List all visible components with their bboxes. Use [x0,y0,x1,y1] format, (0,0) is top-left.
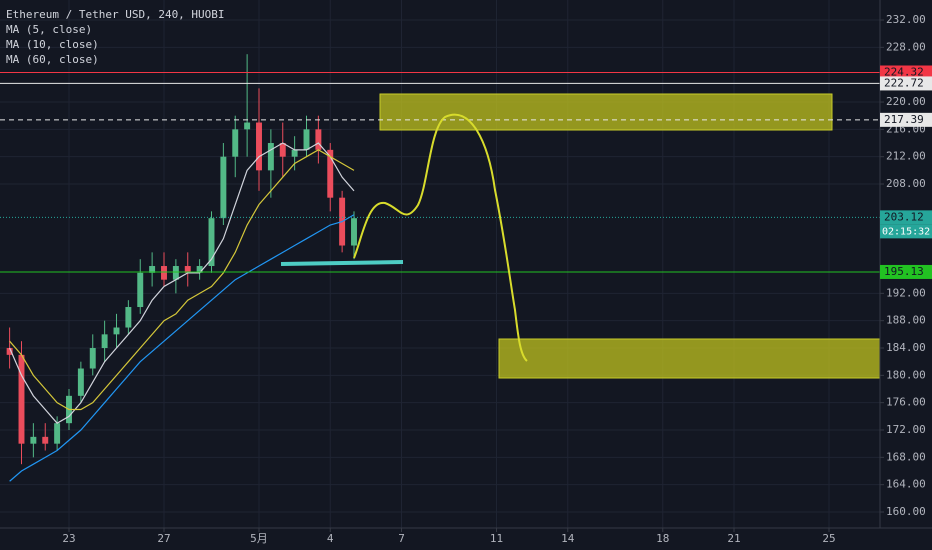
y-tick-label: 228.00 [886,40,926,53]
candle-body [161,266,167,280]
candle-body [30,436,37,444]
ma-line [9,214,355,482]
candle-body [196,266,203,273]
price-tag [880,76,932,91]
candle-body [125,307,132,328]
ma-line [9,149,355,411]
candle-body [6,348,13,355]
countdown-tag [880,224,932,239]
y-tick-label: 188.00 [886,314,926,327]
candle-body [232,129,239,157]
candle-body [54,423,61,444]
candle-body [18,354,25,444]
candle-body [256,122,262,171]
candle-body [184,266,191,273]
candle-body [327,149,334,198]
legend-entry: MA (60, close) [6,53,99,66]
target-zone [379,93,833,131]
y-tick-label: 160.00 [886,505,926,518]
price-tag-label: 203.12 [884,210,924,223]
y-tick-label: 172.00 [886,423,926,436]
candle-body [77,368,84,396]
y-tick-label: 208.00 [886,177,926,190]
y-tick-label: 184.00 [886,341,926,354]
x-tick-label: 7 [398,532,405,545]
candle-body [279,143,286,157]
candle-body [303,129,310,150]
legend-entry: MA (10, close) [6,38,99,51]
candle-body [244,122,251,130]
y-tick-label: 232.00 [886,13,926,26]
target-zone [498,338,881,379]
price-tag-label: 224.32 [884,66,924,79]
x-tick-label: 4 [327,532,334,545]
price-tag [880,210,932,225]
price-tag [880,65,932,80]
x-tick-label: 21 [727,532,740,545]
y-tick-label: 212.00 [886,150,926,163]
candle-body [220,156,227,219]
x-tick-label: 25 [822,532,835,545]
candle-body [351,218,357,246]
y-tick-label: 192.00 [886,286,926,299]
y-tick-label: 220.00 [886,95,926,108]
chart-title: Ethereum / Tether USD, 240, HUOBI [6,8,225,21]
x-tick-label: 14 [561,532,575,545]
axis: 160.00 164.00 168.00 172.00 176.00 180.00 184.… [62,13,932,545]
candle-body [315,129,322,150]
ma-line [9,142,355,424]
countdown-label: 02:15:32 [882,226,930,237]
price-tag [880,112,932,127]
y-tick-label: 180.00 [886,368,926,381]
candle-body [113,327,120,335]
x-tick-label: 23 [62,532,75,545]
candle-body [42,436,49,444]
x-tick-label: 5月 [250,532,268,545]
price-tag [880,264,932,279]
candle-body [267,143,274,171]
candle-body [149,266,156,273]
y-tick-label: 164.00 [886,478,926,491]
y-tick-label: 168.00 [886,450,926,463]
projection-curve [353,113,528,362]
price-tag-label: 222.72 [884,76,924,89]
candle-body [89,348,96,369]
candle-body [291,149,298,157]
legend-entry: MA (5, close) [6,23,92,36]
price-tag-label: 195.13 [884,265,924,278]
price-tag-label: 217.39 [884,113,924,126]
y-tick-label: 176.00 [886,396,926,409]
support-line [280,260,404,266]
x-tick-label: 18 [656,532,669,545]
candle-body [172,266,179,280]
x-tick-label: 27 [157,532,170,545]
plot-area [0,54,880,482]
grid [0,0,880,528]
candle-body [101,334,108,349]
candle-body [208,218,215,267]
x-tick-label: 11 [490,532,503,545]
candle-body [137,272,144,308]
